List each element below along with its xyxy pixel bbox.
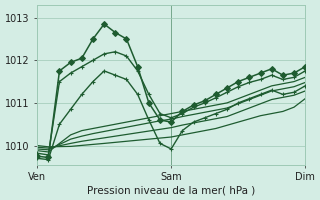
X-axis label: Pression niveau de la mer( hPa ): Pression niveau de la mer( hPa ) [87, 185, 255, 195]
